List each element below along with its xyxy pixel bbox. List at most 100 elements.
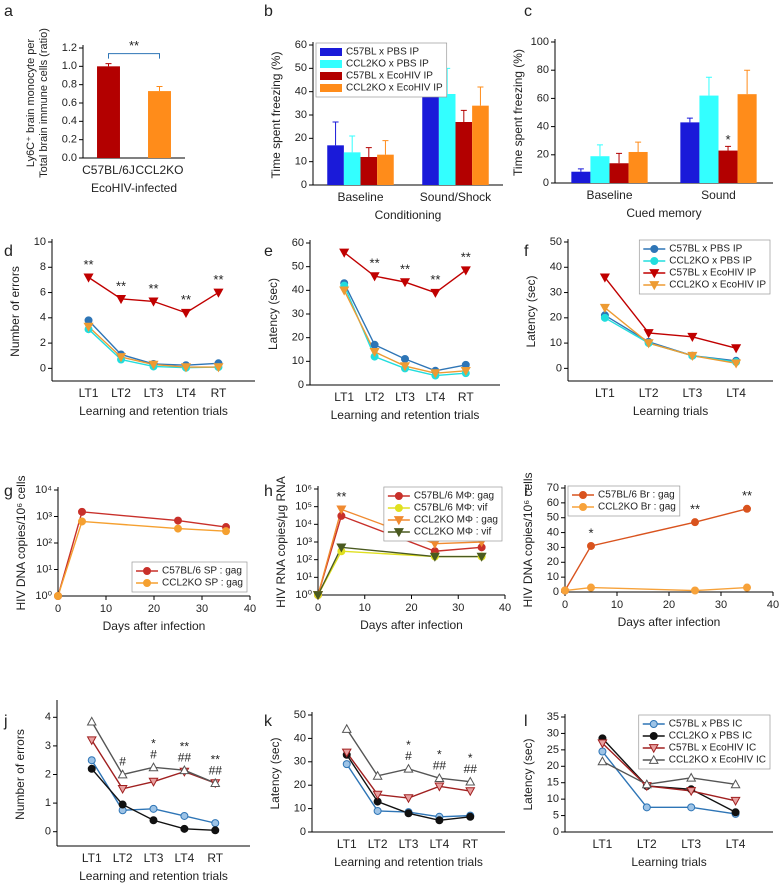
y-tick-label: 10: [34, 236, 46, 248]
line: [564, 508, 748, 591]
x-tick-label: 10: [359, 602, 371, 614]
y-axis-label: Number of errors: [8, 266, 22, 357]
y-tick-label: 10⁵: [295, 501, 312, 513]
point: [341, 723, 352, 733]
point: [404, 809, 413, 818]
annotation: *: [406, 738, 411, 752]
point: [465, 787, 476, 797]
legend-label: CCL2KO x PBS IP: [346, 59, 429, 70]
annotation: *: [588, 525, 593, 540]
point: [401, 354, 409, 363]
error-bar: [635, 141, 642, 152]
y-tick-label: 6: [40, 286, 46, 298]
line: [317, 550, 482, 596]
x-tick-label: RT: [462, 837, 478, 851]
line: [88, 319, 219, 366]
legend-swatch: [320, 48, 342, 56]
point: [372, 790, 383, 800]
legend-marker: [648, 754, 659, 764]
line: [604, 314, 737, 362]
point: [211, 819, 220, 828]
bar: [571, 171, 591, 183]
legend-label: CCL2KO x PBS IP: [669, 256, 752, 267]
legend-label: CCL2KO Br : gag: [598, 502, 676, 513]
point: [84, 316, 93, 325]
x-axis-label: Days after infection: [360, 618, 463, 632]
x-tick-label: LT1: [593, 837, 613, 851]
x-axis-label: Learning and retention trials: [79, 404, 228, 418]
line: [601, 742, 736, 802]
error-bar: [577, 168, 584, 172]
x-tick-label: 0: [55, 603, 61, 615]
y-tick-label: 0: [301, 179, 307, 191]
point: [222, 527, 230, 536]
x-tick-label: 40: [499, 602, 511, 614]
point: [339, 248, 350, 258]
legend-marker: [649, 269, 660, 279]
x-tick-label: Sound: [701, 188, 736, 202]
x-tick-label: Baseline: [586, 188, 632, 202]
y-tick-label: 40: [294, 732, 306, 744]
y-tick-label: 40: [292, 284, 304, 296]
x-tick-label: RT: [458, 390, 474, 404]
legend-label: CCL2KO x EcoHIV IP: [346, 83, 443, 94]
point: [179, 764, 190, 775]
point: [466, 812, 475, 821]
annotation: *: [151, 737, 156, 751]
panel-letter: k: [264, 713, 273, 730]
legend-marker: [648, 744, 659, 754]
point: [686, 787, 697, 797]
bar: [438, 94, 456, 185]
y-tick-label: 5: [553, 809, 559, 821]
legend-swatch: [320, 72, 342, 80]
y-axis-label: Time spent freezing (%): [511, 49, 525, 176]
y-tick-label: 60: [537, 92, 549, 104]
y-tick-label: 10: [294, 803, 306, 815]
annotation: **: [336, 489, 346, 504]
x-tick-label: CCL2KO: [135, 163, 183, 177]
y-tick-label: 50: [547, 512, 559, 524]
error-bar: [744, 69, 751, 95]
point: [429, 552, 440, 562]
line: [57, 511, 227, 597]
x-tick-label: RT: [211, 386, 227, 400]
y-axis-label: HIV DNA copies/10⁶ cells: [14, 476, 28, 611]
x-tick-label: 40: [244, 603, 256, 615]
x-axis-label: Learning and retention trials: [79, 869, 228, 883]
x-tick-label: LT3: [682, 386, 702, 400]
point: [86, 716, 97, 726]
point: [336, 543, 347, 553]
error-bar: [686, 117, 693, 123]
y-axis-label: Latency (sec): [521, 738, 535, 810]
y-tick-label: 0: [556, 362, 562, 374]
point: [83, 273, 94, 283]
y-tick-label: 20: [294, 779, 306, 791]
x-tick-label: RT: [207, 851, 223, 865]
y-tick-label: 20: [537, 149, 549, 161]
panel-letter: b: [264, 3, 273, 20]
point: [213, 363, 224, 373]
y-tick-label: 20: [550, 312, 562, 324]
y-tick-label: 10²: [296, 554, 312, 566]
legend-label: CCL2KO x EcoHIV IP: [669, 280, 766, 291]
y-tick-label: 60: [295, 39, 307, 51]
y-tick-label: 10⁰: [295, 589, 312, 601]
x-axis-label: Learning and retention trials: [331, 408, 480, 422]
legend-label: CCL2KO SP : gag: [162, 578, 243, 589]
point: [597, 739, 608, 749]
legend-label: C57BL x PBS IP: [669, 244, 742, 255]
point: [148, 762, 159, 772]
point: [691, 518, 699, 527]
bar: [699, 95, 719, 183]
x-axis-label: EcoHIV-infected: [91, 181, 177, 195]
annotation: **: [211, 752, 221, 766]
y-tick-label: 2: [40, 337, 46, 349]
bar: [422, 84, 439, 185]
x-tick-label: 10: [611, 599, 623, 611]
point: [339, 286, 350, 296]
annotation: **: [129, 38, 139, 53]
y-tick-label: 20: [295, 132, 307, 144]
point: [180, 308, 192, 318]
x-tick-label: LT2: [639, 386, 659, 400]
